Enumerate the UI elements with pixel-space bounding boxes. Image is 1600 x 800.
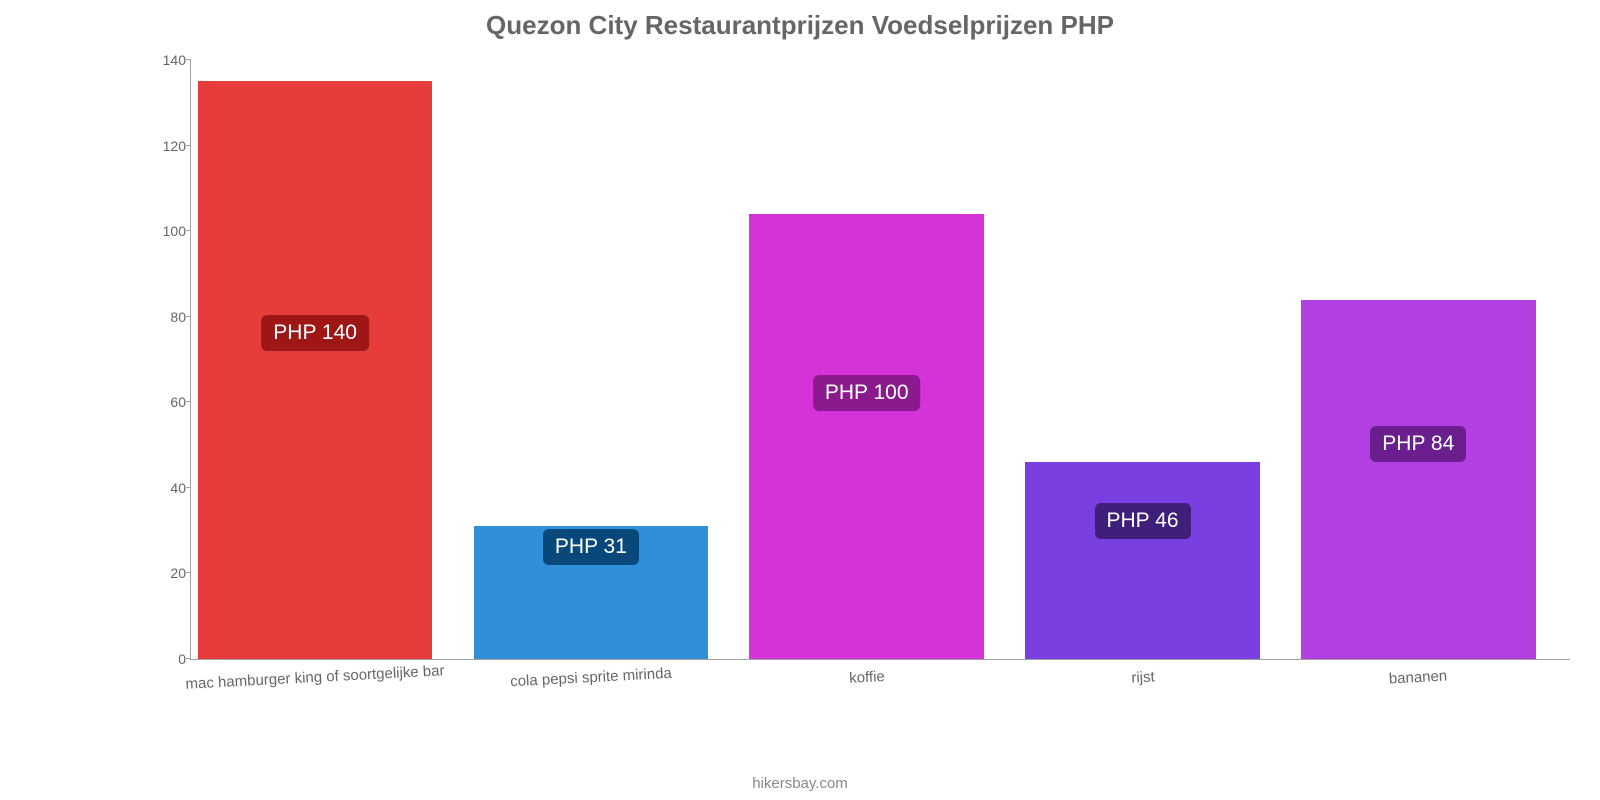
bar: [749, 214, 983, 659]
x-category-label: mac hamburger king of soortgelijke bar: [185, 662, 445, 693]
y-tick-label: 140: [146, 52, 186, 68]
bar: [1301, 300, 1535, 659]
x-category-label: cola pepsi sprite mirinda: [510, 665, 672, 690]
chart-area: 020406080100120140PHP 140mac hamburger k…: [150, 60, 1570, 700]
y-tick-mark: [186, 658, 191, 659]
y-tick-mark: [186, 59, 191, 60]
x-category-label: rijst: [1130, 668, 1154, 686]
y-tick-mark: [186, 401, 191, 402]
y-tick-mark: [186, 316, 191, 317]
y-tick-mark: [186, 487, 191, 488]
y-tick-label: 100: [146, 223, 186, 239]
plot-area: 020406080100120140PHP 140mac hamburger k…: [190, 60, 1570, 660]
y-tick-mark: [186, 145, 191, 146]
y-tick-label: 80: [146, 309, 186, 325]
x-category-label: bananen: [1389, 667, 1448, 687]
bar-value-label: PHP 31: [543, 529, 639, 565]
y-tick-label: 120: [146, 138, 186, 154]
x-category-label: koffie: [848, 668, 884, 687]
y-tick-mark: [186, 572, 191, 573]
y-tick-label: 0: [146, 651, 186, 667]
y-tick-label: 40: [146, 480, 186, 496]
bar: [1025, 462, 1259, 659]
bar-value-label: PHP 140: [261, 315, 369, 351]
bar: [198, 81, 432, 659]
y-tick-label: 20: [146, 565, 186, 581]
bar-value-label: PHP 46: [1095, 503, 1191, 539]
attribution: hikersbay.com: [752, 775, 848, 792]
y-tick-label: 60: [146, 394, 186, 410]
bar-value-label: PHP 100: [813, 375, 921, 411]
y-tick-mark: [186, 230, 191, 231]
chart-title: Quezon City Restaurantprijzen Voedselpri…: [0, 0, 1600, 41]
bar-value-label: PHP 84: [1370, 426, 1466, 462]
